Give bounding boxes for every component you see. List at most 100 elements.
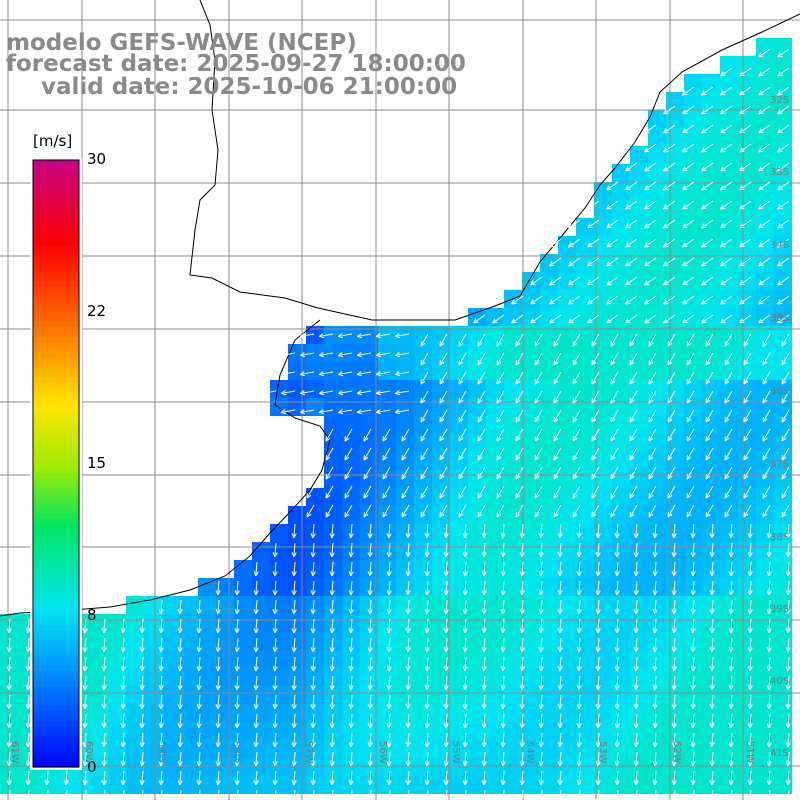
wind-speed-cell <box>630 740 648 758</box>
colorbar-segment <box>33 160 79 166</box>
wind-speed-cell <box>774 128 792 146</box>
wind-speed-cell <box>540 416 558 434</box>
wind-speed-cell <box>648 146 666 164</box>
colorbar-segment <box>33 261 79 267</box>
wind-speed-cell <box>360 740 378 758</box>
wind-speed-cell <box>396 470 414 488</box>
wind-speed-cell <box>504 722 522 740</box>
wind-speed-cell <box>702 164 720 182</box>
wind-speed-cell <box>594 182 612 200</box>
wind-speed-cell <box>252 776 270 794</box>
wind-speed-cell <box>306 524 324 542</box>
wind-speed-cell <box>288 578 306 596</box>
colorbar-segment <box>33 271 79 277</box>
wind-speed-cell <box>522 362 540 380</box>
colorbar-segment <box>33 413 79 419</box>
lat-label: 34S <box>770 240 789 251</box>
wind-speed-cell <box>720 758 738 776</box>
wind-speed-cell <box>684 308 702 326</box>
wind-speed-cell <box>198 632 216 650</box>
wind-speed-cell <box>486 704 504 722</box>
wind-speed-cell <box>414 686 432 704</box>
wind-speed-cell <box>612 758 630 776</box>
wind-speed-cell <box>522 452 540 470</box>
wind-speed-cell <box>252 668 270 686</box>
wind-speed-cell <box>738 776 756 794</box>
wind-speed-cell <box>288 614 306 632</box>
wind-speed-cell <box>594 416 612 434</box>
wind-speed-cell <box>630 416 648 434</box>
wind-speed-cell <box>558 290 576 308</box>
wind-speed-cell <box>432 740 450 758</box>
wind-speed-cell <box>756 74 774 92</box>
wind-speed-cell <box>738 722 756 740</box>
colorbar-segment <box>33 408 79 414</box>
wind-arrow-head <box>281 355 286 356</box>
wind-speed-cell <box>378 362 396 380</box>
wind-speed-cell <box>666 236 684 254</box>
wind-speed-cell <box>378 434 396 452</box>
wind-speed-cell <box>756 722 774 740</box>
wind-speed-cell <box>234 560 252 578</box>
wind-speed-cell <box>126 614 144 632</box>
wind-speed-cell <box>522 596 540 614</box>
wind-speed-cell <box>720 416 738 434</box>
colorbar <box>30 158 82 770</box>
wind-speed-cell <box>612 290 630 308</box>
wind-speed-cell <box>288 704 306 722</box>
colorbar-segment <box>33 438 79 444</box>
wind-speed-cell <box>270 650 288 668</box>
wind-speed-cell <box>702 758 720 776</box>
wind-speed-cell <box>396 668 414 686</box>
wind-speed-cell <box>540 776 558 794</box>
colorbar-tick: 22 <box>87 304 106 319</box>
wind-speed-cell <box>486 560 504 578</box>
wind-speed-cell <box>414 668 432 686</box>
wind-speed-cell <box>504 596 522 614</box>
wind-speed-cell <box>252 632 270 650</box>
wind-speed-cell <box>576 488 594 506</box>
wind-speed-cell <box>180 740 198 758</box>
wind-speed-cell <box>378 524 396 542</box>
wind-speed-cell <box>360 524 378 542</box>
colorbar-segment <box>33 661 79 667</box>
colorbar-segment <box>33 701 79 707</box>
wind-speed-cell <box>378 722 396 740</box>
wind-speed-cell <box>738 362 756 380</box>
wind-speed-cell <box>288 542 306 560</box>
wind-speed-cell <box>702 290 720 308</box>
wind-speed-cell <box>522 686 540 704</box>
wind-speed-cell <box>468 380 486 398</box>
wind-speed-cell <box>612 596 630 614</box>
colorbar-segment <box>33 560 79 566</box>
wind-speed-cell <box>504 704 522 722</box>
wind-speed-cell <box>756 578 774 596</box>
wind-speed-cell <box>648 668 666 686</box>
wind-speed-cell <box>540 632 558 650</box>
wind-speed-cell <box>144 668 162 686</box>
wind-speed-cell <box>702 146 720 164</box>
wind-speed-cell <box>486 470 504 488</box>
colorbar-segment <box>33 757 79 763</box>
wind-speed-cell <box>378 704 396 722</box>
wind-speed-cell <box>666 290 684 308</box>
wind-speed-cell <box>702 272 720 290</box>
wind-speed-cell <box>594 560 612 578</box>
wind-speed-cell <box>468 614 486 632</box>
wind-speed-cell <box>360 668 378 686</box>
wind-speed-cell <box>702 740 720 758</box>
lat-label: 40S <box>770 676 789 687</box>
wind-speed-cell <box>252 560 270 578</box>
colorbar-segment <box>33 555 79 561</box>
colorbar-segment <box>33 484 79 490</box>
wind-speed-cell <box>306 686 324 704</box>
wind-speed-cell <box>360 416 378 434</box>
wind-speed-cell <box>324 362 342 380</box>
wind-speed-cell <box>414 722 432 740</box>
wind-speed-cell <box>612 722 630 740</box>
wind-speed-cell <box>720 560 738 578</box>
colorbar-segment <box>33 307 79 313</box>
wind-speed-cell <box>360 650 378 668</box>
wind-speed-cell <box>270 758 288 776</box>
